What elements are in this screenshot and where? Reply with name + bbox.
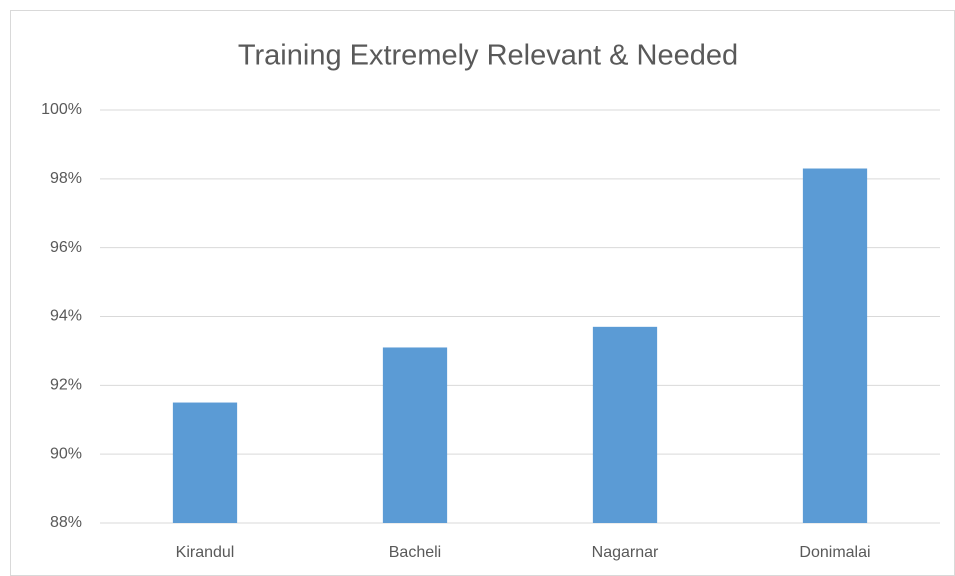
x-tick-label: Donimalai (799, 544, 870, 561)
bar (172, 402, 238, 523)
x-tick-label: Kirandul (176, 544, 235, 561)
chart-title: Training Extremely Relevant & Needed (238, 40, 738, 72)
bar (592, 326, 658, 523)
bar (382, 347, 448, 523)
x-tick-label: Bacheli (389, 544, 441, 561)
y-tick-label: 100% (41, 101, 82, 118)
y-tick-label: 88% (50, 514, 82, 531)
y-tick-label: 92% (50, 377, 82, 394)
x-tick-label: Nagarnar (592, 544, 659, 561)
chart-frame (10, 10, 955, 576)
y-tick-label: 96% (50, 239, 82, 256)
bar (802, 168, 868, 523)
y-tick-label: 94% (50, 308, 82, 325)
y-tick-label: 98% (50, 170, 82, 187)
y-tick-label: 90% (50, 445, 82, 462)
